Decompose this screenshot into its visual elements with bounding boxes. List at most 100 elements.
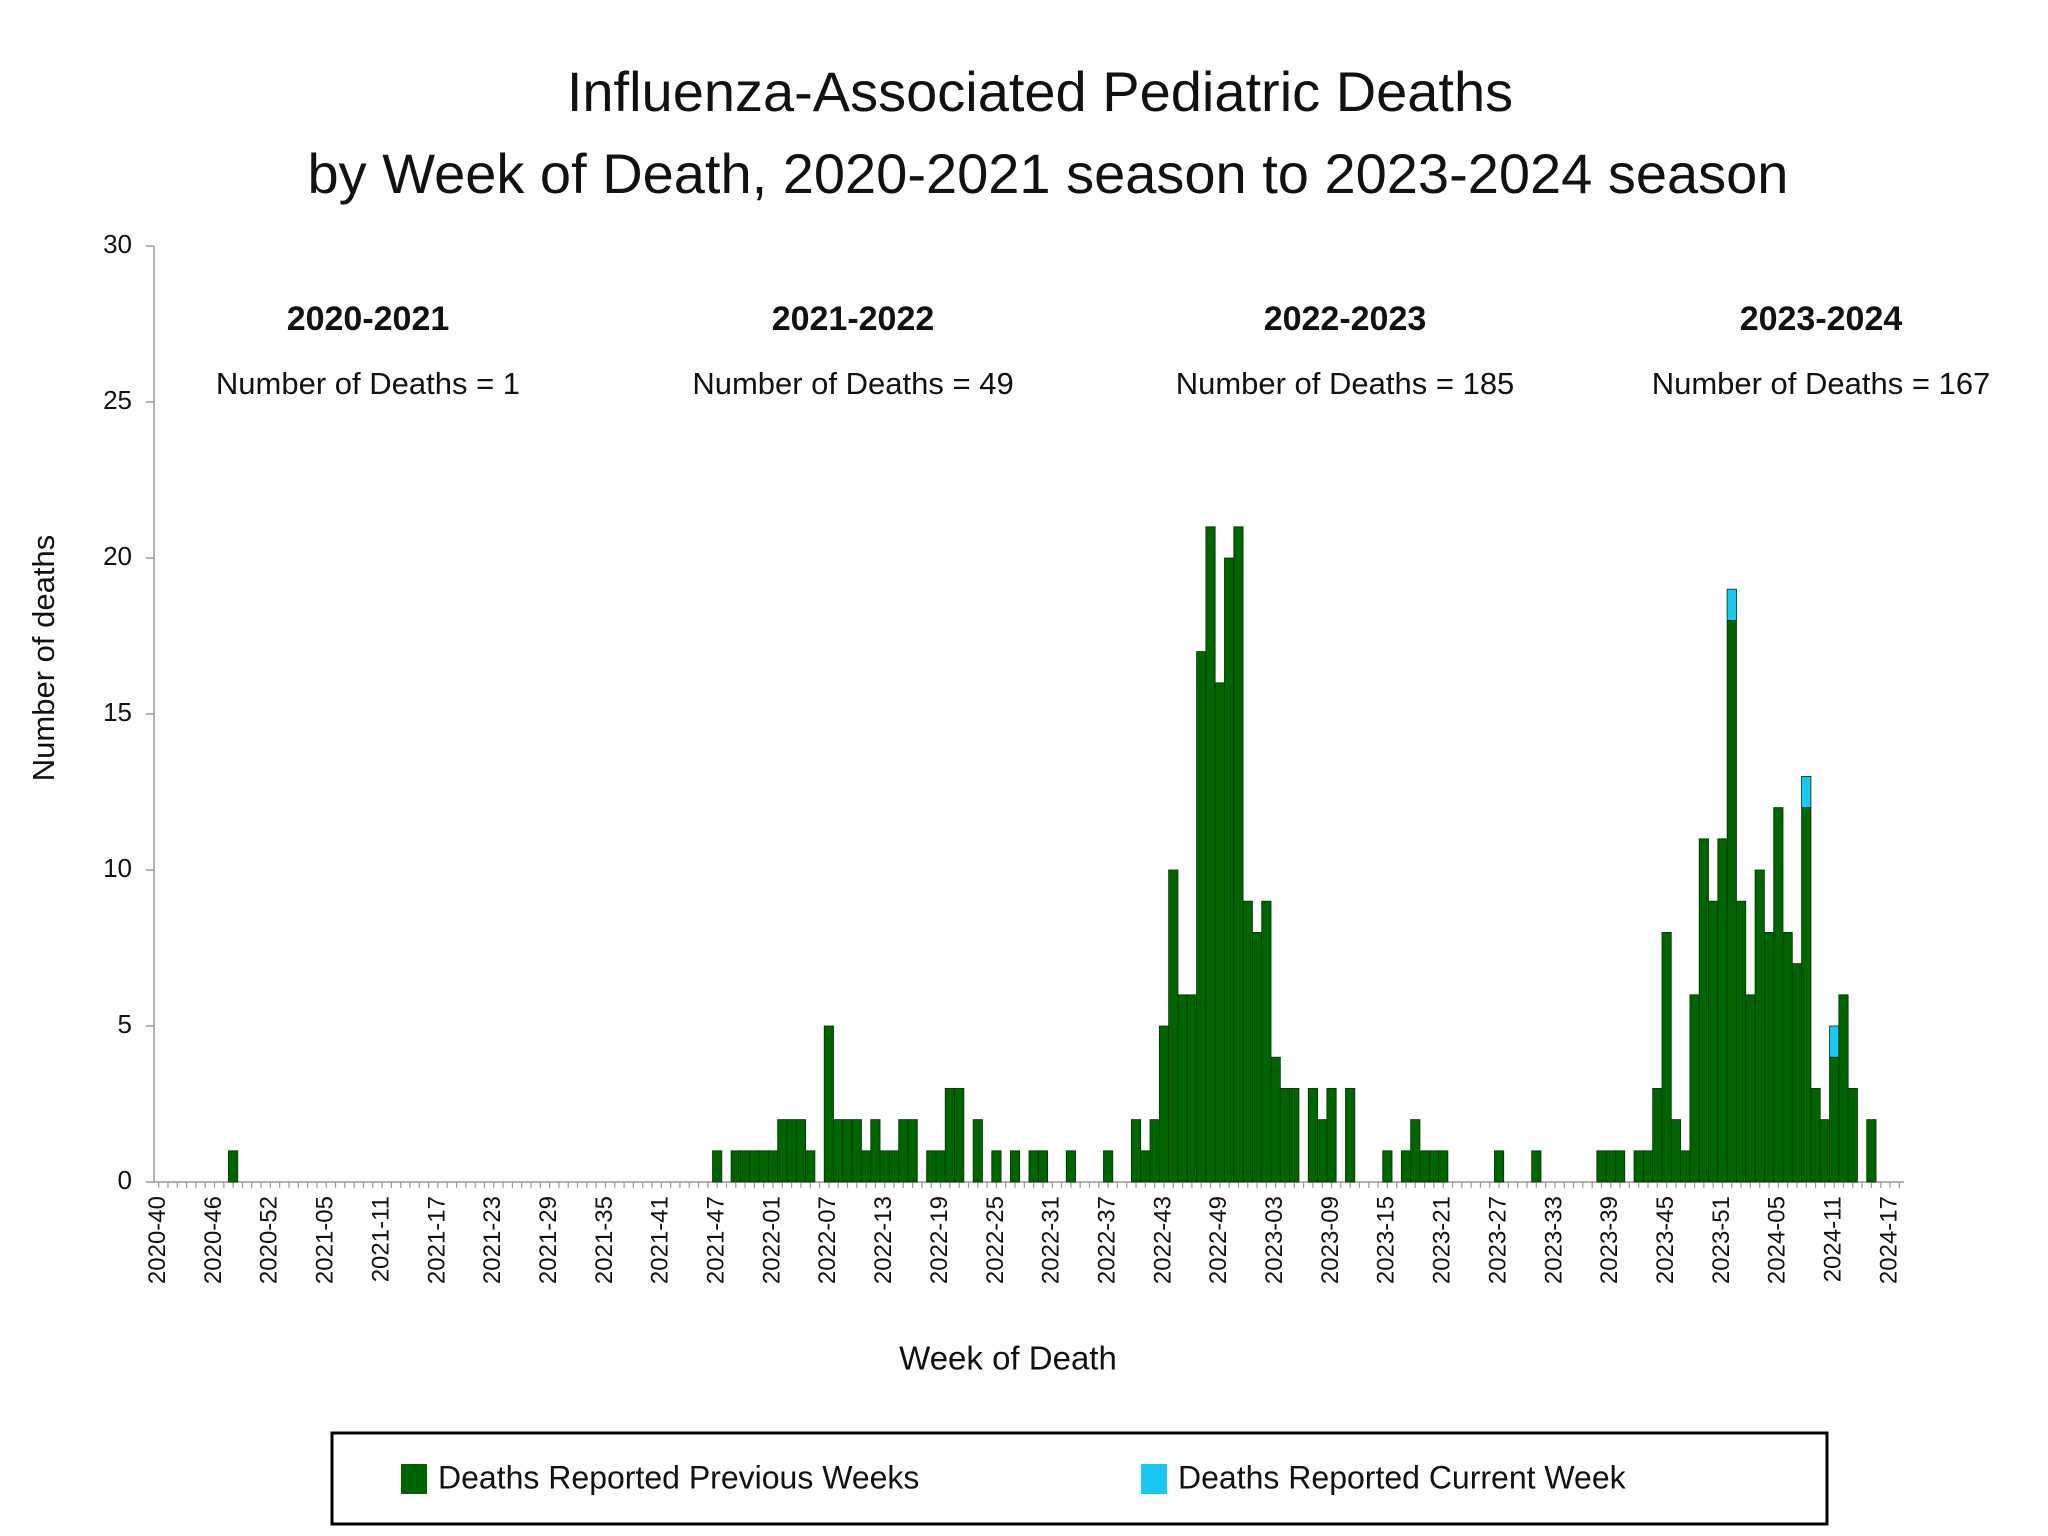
bar [1717, 838, 1728, 1183]
x-tick-label: 2021-41 [647, 1196, 674, 1284]
bar [935, 1150, 946, 1183]
x-tick-label: 2022-19 [926, 1196, 953, 1284]
bar [944, 1088, 955, 1183]
legend-box [330, 1431, 1829, 1526]
x-tick-label: 2022-25 [982, 1196, 1009, 1284]
x-tick-label: 2023-33 [1540, 1196, 1567, 1284]
x-tick-label: 2024-11 [1820, 1196, 1847, 1282]
bar [1829, 1025, 1840, 1058]
bar [1847, 1088, 1858, 1183]
bar [851, 1119, 862, 1183]
bar [972, 1119, 983, 1183]
x-tick-label: 2021-05 [312, 1196, 339, 1284]
bar [888, 1150, 900, 1183]
bar [1065, 1150, 1076, 1183]
bar [1633, 1150, 1644, 1183]
bar [228, 1150, 239, 1183]
bar [1326, 1088, 1337, 1183]
x-tick-label: 2024-17 [1875, 1196, 1902, 1284]
bar [1689, 994, 1700, 1183]
y-tick-label: 5 [118, 1009, 132, 1039]
bar [907, 1119, 918, 1183]
bar [1819, 1119, 1830, 1183]
legend-swatch [401, 1464, 427, 1494]
bar [758, 1150, 769, 1183]
season-label: 2022-2023 [1264, 300, 1427, 338]
bar [712, 1150, 723, 1183]
bar [1149, 1119, 1160, 1183]
y-tick-label: 25 [103, 385, 132, 415]
bar [926, 1150, 937, 1183]
y-axis-title: Number of deaths [26, 535, 61, 781]
bar [1279, 1088, 1291, 1183]
bar [1838, 994, 1849, 1183]
bar [1196, 651, 1207, 1183]
bar [1810, 1088, 1821, 1183]
x-tick-label: 2023-15 [1373, 1196, 1400, 1284]
bar [1438, 1150, 1449, 1183]
season-deaths: Number of Deaths = 167 [1652, 366, 1991, 401]
x-tick-label: 2021-11 [367, 1196, 394, 1282]
x-tick-label: 2021-23 [479, 1196, 506, 1284]
x-tick-label: 2023-27 [1484, 1196, 1511, 1284]
bar [1615, 1150, 1626, 1183]
bar [1242, 900, 1253, 1183]
season-deaths: Number of Deaths = 49 [692, 366, 1013, 401]
bar [1829, 1056, 1840, 1183]
bar [1382, 1150, 1393, 1183]
bar [879, 1150, 890, 1183]
x-tick-label: 2022-37 [1093, 1196, 1120, 1284]
bar [1214, 682, 1225, 1183]
bar [1186, 994, 1197, 1183]
bar [1763, 932, 1775, 1183]
x-tick-label: 2023-21 [1429, 1196, 1456, 1284]
x-tick-label: 2022-49 [1205, 1196, 1232, 1284]
bar [1801, 807, 1812, 1183]
legend-label: Deaths Reported Current Week [1178, 1459, 1627, 1495]
x-tick-label: 2022-43 [1149, 1196, 1176, 1284]
bar [1428, 1150, 1439, 1183]
x-tick-label: 2022-01 [758, 1196, 785, 1284]
y-tick-label: 0 [118, 1165, 132, 1195]
bar [1708, 900, 1719, 1183]
x-tick-label: 2020-52 [256, 1196, 283, 1284]
bar [1652, 1088, 1663, 1183]
bar [1670, 1119, 1681, 1183]
bar [1252, 932, 1263, 1183]
y-tick-label: 15 [103, 697, 132, 727]
bar [991, 1150, 1002, 1183]
bar [1130, 1119, 1142, 1183]
chart-title: by Week of Death, 2020-2021 season to 20… [308, 142, 1789, 205]
x-tick-label: 2023-51 [1708, 1196, 1735, 1284]
y-tick-label: 20 [103, 541, 132, 571]
bar [1261, 900, 1272, 1183]
bar [805, 1150, 816, 1183]
bar [1317, 1119, 1328, 1183]
bar [1801, 776, 1812, 809]
bar [1866, 1119, 1877, 1183]
bar [1726, 620, 1737, 1183]
bar [898, 1119, 909, 1183]
bar [767, 1150, 779, 1183]
bar [1233, 526, 1244, 1183]
season-label: 2020-2021 [287, 300, 450, 338]
bar [833, 1119, 844, 1183]
bar [1605, 1150, 1616, 1183]
bar [1736, 900, 1747, 1183]
x-tick-label: 2022-13 [870, 1196, 897, 1284]
bar [1410, 1119, 1421, 1183]
bar [1642, 1150, 1654, 1183]
bar [1345, 1088, 1356, 1183]
bar [1745, 994, 1756, 1183]
bar [1103, 1150, 1114, 1183]
bar [823, 1025, 834, 1183]
bar [1224, 557, 1235, 1183]
bar [1661, 932, 1672, 1183]
bar [1400, 1150, 1412, 1183]
x-tick-label: 2022-31 [1038, 1196, 1065, 1284]
bar [730, 1150, 741, 1183]
bar [1168, 869, 1179, 1183]
bar [1205, 526, 1216, 1183]
chart-title: Influenza-Associated Pediatric Deaths [567, 60, 1513, 123]
